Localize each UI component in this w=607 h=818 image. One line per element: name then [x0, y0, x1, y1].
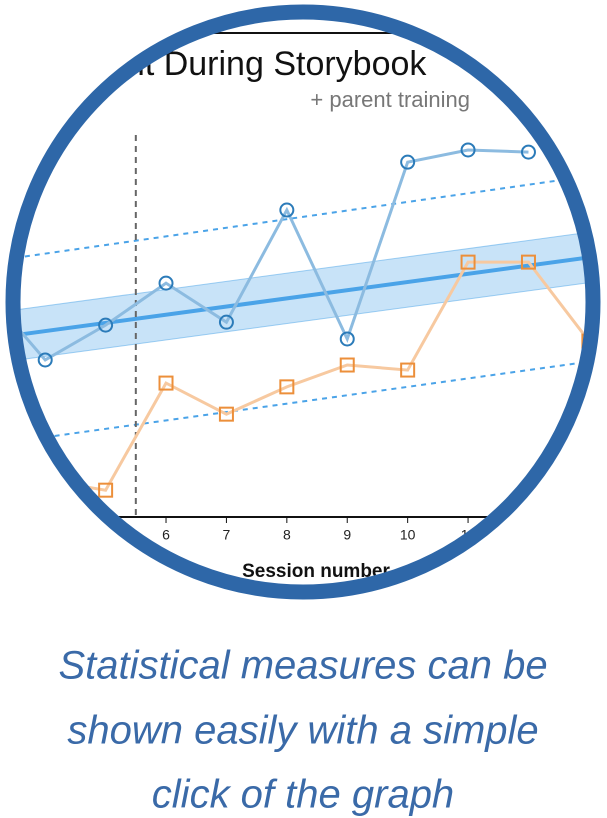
x-tick-label: 6: [162, 527, 170, 543]
data-point: [37, 472, 53, 488]
data-point: [279, 379, 295, 395]
data-point: [37, 352, 53, 368]
data-point: [158, 275, 174, 291]
data-point: [218, 406, 234, 422]
data-point: [339, 357, 355, 373]
zoomed-chart: ent During Storybook + parent training S…: [0, 0, 607, 610]
series-line: [44, 260, 591, 492]
data-point: [460, 254, 476, 270]
chart-background: [0, 0, 607, 610]
zoom-ring: [5, 4, 601, 600]
data-point: [400, 362, 416, 378]
x-tick-label: 7: [223, 527, 231, 543]
caption-line: click of the graph: [152, 773, 454, 817]
data-point: [98, 317, 114, 333]
x-axis-label: Session number: [242, 561, 390, 582]
data-point: [218, 314, 234, 330]
trend-center: [14, 252, 593, 338]
data-point: [339, 331, 355, 347]
data-point: [460, 142, 476, 158]
data-point: [158, 375, 174, 391]
chart-subtitle: + parent training: [310, 87, 470, 112]
data-point: [520, 144, 536, 160]
data-point: [400, 154, 416, 170]
data-point: [98, 482, 114, 498]
x-tick-label: 8: [283, 527, 291, 543]
caption-line: shown easily with a simple: [67, 709, 538, 753]
x-tick-label: 10: [400, 527, 416, 543]
data-point: [279, 202, 295, 218]
caption: Statistical measures can be shown easily…: [58, 644, 547, 817]
data-point: [520, 254, 536, 270]
caption-line: Statistical measures can be: [58, 644, 547, 688]
series-line: [13, 148, 529, 362]
x-tick-label: 9: [343, 527, 351, 543]
